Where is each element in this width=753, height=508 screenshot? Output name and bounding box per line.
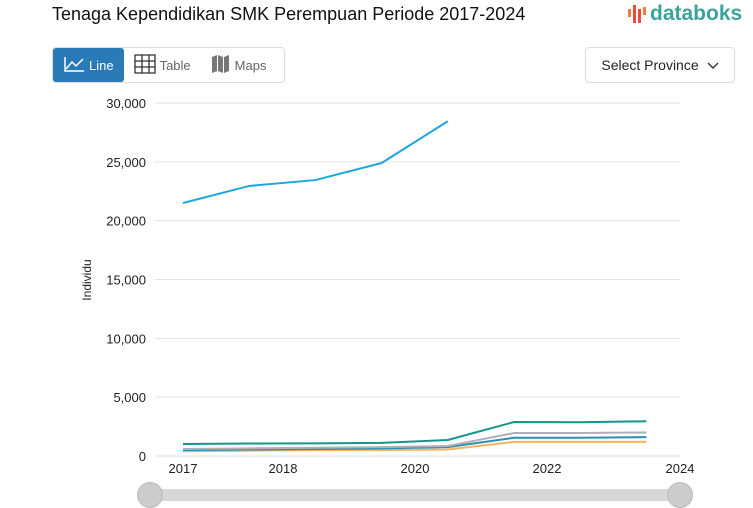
tab-maps[interactable]: Maps [201,48,277,82]
y-tick-label: 15,000 [106,273,146,288]
line-chart: Individu 0 5,000 10,000 15,000 20,000 25,000 3… [80,96,695,476]
range-scrollbar[interactable] [140,489,688,501]
series-line[interactable] [182,120,449,204]
y-tick-label: 30,000 [106,96,146,111]
view-tabs: Line Table Maps [52,47,285,83]
tab-line[interactable]: Line [53,48,124,82]
tab-table[interactable]: Table [124,48,201,82]
chevron-down-icon [707,57,719,73]
databoks-logo: databoks [626,2,742,26]
y-tick-label: 25,000 [106,155,146,170]
line-chart-icon [63,55,85,76]
y-tick-label: 20,000 [106,214,146,229]
chart-title: Tenaga Kependidikan SMK Perempuan Period… [52,4,526,24]
range-handle-right[interactable] [667,482,693,508]
series-line[interactable] [182,431,647,450]
province-select[interactable]: Select Province [585,47,735,83]
x-tick-label: 2024 [666,461,695,476]
series-line[interactable] [182,436,647,452]
y-tick-label: 5,000 [113,390,146,405]
logo-icon [628,5,646,23]
x-tick-label: 2020 [401,461,430,476]
x-tick-label: 2017 [169,461,198,476]
table-icon [133,53,156,77]
y-tick-label: 10,000 [106,331,146,346]
y-tick-label: 0 [139,449,146,464]
x-tick-label: 2022 [533,461,562,476]
series-line[interactable] [182,440,647,453]
x-tick-label: 2018 [269,461,298,476]
map-icon [211,54,231,77]
y-axis-label: Individu [80,259,94,300]
range-handle-left[interactable] [137,482,163,508]
series-line[interactable] [182,420,647,445]
